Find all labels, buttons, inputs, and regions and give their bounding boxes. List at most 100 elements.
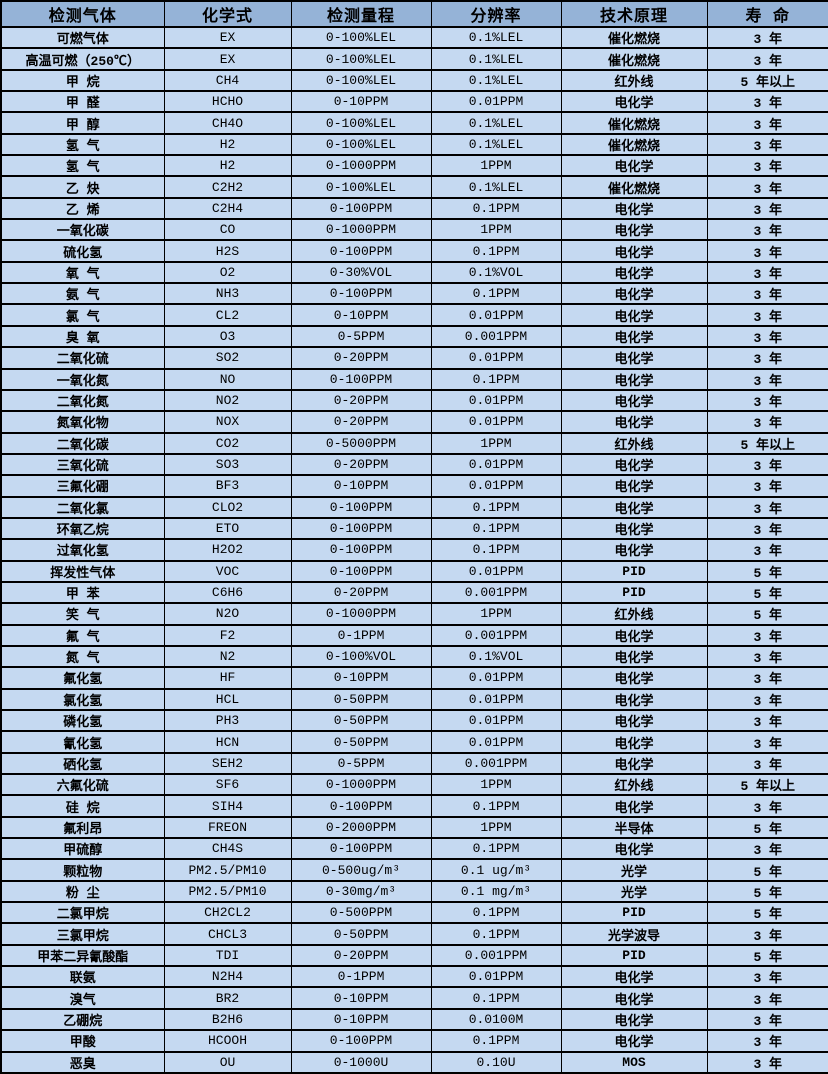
cell-formula: EX bbox=[163, 25, 292, 50]
cell-gas: 三氧化硫 bbox=[0, 452, 165, 477]
cell-lifespan: 3 年 bbox=[706, 367, 828, 391]
cell-lifespan: 3 年 bbox=[706, 986, 828, 1010]
cell-gas: 甲 苯 bbox=[0, 580, 165, 605]
cell-gas: 笑 气 bbox=[0, 602, 165, 626]
cell-gas: 联氨 bbox=[0, 965, 165, 989]
cell-range: 0-100PPM bbox=[290, 559, 432, 583]
cell-formula: H2O2 bbox=[163, 538, 292, 562]
cell-principle: PID bbox=[560, 901, 708, 925]
cell-resolution: 1PPM bbox=[430, 431, 562, 455]
cell-principle: 电化学 bbox=[560, 708, 708, 733]
cell-range: 0-5PPM bbox=[290, 751, 432, 776]
cell-resolution: 0.01PPM bbox=[430, 474, 562, 498]
cell-lifespan: 3 年 bbox=[706, 324, 828, 349]
cell-lifespan: 3 年 bbox=[706, 644, 828, 669]
cell-range: 0-20PPM bbox=[290, 346, 432, 370]
cell-principle: 电化学 bbox=[560, 474, 708, 498]
cell-lifespan: 3 年 bbox=[706, 90, 828, 114]
table-row: 二氧化硫 SO2 0-20PPM 0.01PPM 电化学 3 年 bbox=[0, 346, 828, 370]
cell-resolution: 0.01PPM bbox=[430, 452, 562, 477]
cell-principle: 电化学 bbox=[560, 623, 708, 647]
cell-formula: SIH4 bbox=[163, 794, 292, 818]
cell-range: 0-2000PPM bbox=[290, 815, 432, 840]
cell-resolution: 0.1PPM bbox=[430, 538, 562, 562]
cell-formula: PM2.5/PM10 bbox=[163, 879, 292, 904]
cell-principle: 电化学 bbox=[560, 282, 708, 306]
cell-resolution: 0.1PPM bbox=[430, 837, 562, 861]
cell-lifespan: 3 年 bbox=[706, 687, 828, 712]
cell-resolution: 0.001PPM bbox=[430, 751, 562, 776]
cell-formula: C2H4 bbox=[163, 196, 292, 221]
cell-lifespan: 3 年 bbox=[706, 922, 828, 946]
cell-gas: 甲苯二异氰酸酯 bbox=[0, 943, 165, 968]
table-row: 硒化氢 SEH2 0-5PPM 0.001PPM 电化学 3 年 bbox=[0, 751, 828, 776]
cell-gas: 恶臭 bbox=[0, 1050, 165, 1074]
cell-principle: 电化学 bbox=[560, 388, 708, 413]
cell-lifespan: 3 年 bbox=[706, 410, 828, 434]
cell-principle: 电化学 bbox=[560, 1029, 708, 1053]
cell-gas: 二氧化碳 bbox=[0, 431, 165, 455]
cell-principle: 电化学 bbox=[560, 154, 708, 178]
cell-principle: 电化学 bbox=[560, 196, 708, 221]
table-row: 甲酸 HCOOH 0-100PPM 0.1PPM 电化学 3 年 bbox=[0, 1029, 828, 1053]
cell-formula: HF bbox=[163, 666, 292, 690]
cell-principle: MOS bbox=[560, 1050, 708, 1074]
cell-lifespan: 5 年 bbox=[706, 858, 828, 882]
cell-range: 0-20PPM bbox=[290, 580, 432, 605]
cell-lifespan: 3 年 bbox=[706, 495, 828, 519]
cell-formula: F2 bbox=[163, 623, 292, 647]
table-row: 联氨 N2H4 0-1PPM 0.01PPM 电化学 3 年 bbox=[0, 965, 828, 989]
table-row: 氯化氢 HCL 0-50PPM 0.01PPM 电化学 3 年 bbox=[0, 687, 828, 712]
cell-gas: 环氧乙烷 bbox=[0, 516, 165, 541]
cell-formula: CH4S bbox=[163, 837, 292, 861]
cell-gas: 颗粒物 bbox=[0, 858, 165, 882]
cell-range: 0-5000PPM bbox=[290, 431, 432, 455]
cell-lifespan: 3 年 bbox=[706, 1029, 828, 1053]
cell-principle: 光学 bbox=[560, 879, 708, 904]
cell-formula: FREON bbox=[163, 815, 292, 840]
cell-resolution: 0.001PPM bbox=[430, 943, 562, 968]
cell-lifespan: 3 年 bbox=[706, 516, 828, 541]
cell-range: 0-100PPM bbox=[290, 516, 432, 541]
cell-resolution: 0.1PPM bbox=[430, 516, 562, 541]
cell-formula: SF6 bbox=[163, 773, 292, 797]
cell-range: 0-500PPM bbox=[290, 901, 432, 925]
cell-resolution: 0.01PPM bbox=[430, 687, 562, 712]
cell-gas: 二氧化氮 bbox=[0, 388, 165, 413]
column-header-gas: 检测气体 bbox=[0, 0, 165, 28]
cell-resolution: 0.1%VOL bbox=[430, 644, 562, 669]
cell-range: 0-50PPM bbox=[290, 687, 432, 712]
header-row: 检测气体 化学式 检测量程 分辨率 技术原理寿 命 bbox=[0, 0, 828, 28]
cell-resolution: 0.01PPM bbox=[430, 559, 562, 583]
cell-gas: 乙 炔 bbox=[0, 175, 165, 199]
cell-formula: HCOOH bbox=[163, 1029, 292, 1053]
cell-resolution: 0.1%LEL bbox=[430, 68, 562, 93]
cell-gas: 氟化氢 bbox=[0, 666, 165, 690]
cell-formula: O3 bbox=[163, 324, 292, 349]
table-row: 氟 气 F2 0-1PPM 0.001PPM 电化学 3 年 bbox=[0, 623, 828, 647]
cell-resolution: 0.1%LEL bbox=[430, 175, 562, 199]
table-row: 甲 醇 CH4O 0-100%LEL 0.1%LEL 催化燃烧 3 年 bbox=[0, 111, 828, 135]
cell-lifespan: 3 年 bbox=[706, 708, 828, 733]
cell-resolution: 0.01PPM bbox=[430, 303, 562, 327]
cell-range: 0-10PPM bbox=[290, 474, 432, 498]
cell-principle: 电化学 bbox=[560, 324, 708, 349]
cell-resolution: 0.01PPM bbox=[430, 730, 562, 754]
cell-range: 0-1000PPM bbox=[290, 218, 432, 242]
cell-principle: 催化燃烧 bbox=[560, 132, 708, 157]
cell-principle: 电化学 bbox=[560, 218, 708, 242]
table-row: 过氧化氢 H2O2 0-100PPM 0.1PPM 电化学 3 年 bbox=[0, 538, 828, 562]
cell-resolution: 1PPM bbox=[430, 218, 562, 242]
cell-gas: 硒化氢 bbox=[0, 751, 165, 776]
cell-range: 0-100PPM bbox=[290, 1029, 432, 1053]
cell-gas: 氧 气 bbox=[0, 260, 165, 285]
cell-formula: O2 bbox=[163, 260, 292, 285]
cell-principle: 电化学 bbox=[560, 239, 708, 263]
column-header-resolution: 分辨率 bbox=[430, 0, 562, 28]
cell-formula: N2O bbox=[163, 602, 292, 626]
cell-gas: 氯化氢 bbox=[0, 687, 165, 712]
cell-lifespan: 3 年 bbox=[706, 303, 828, 327]
cell-range: 0-100PPM bbox=[290, 495, 432, 519]
cell-lifespan: 3 年 bbox=[706, 47, 828, 71]
